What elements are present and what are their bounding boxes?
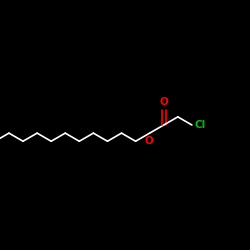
Text: O: O [160, 97, 168, 108]
Text: Cl: Cl [195, 120, 206, 130]
Text: O: O [144, 136, 153, 146]
